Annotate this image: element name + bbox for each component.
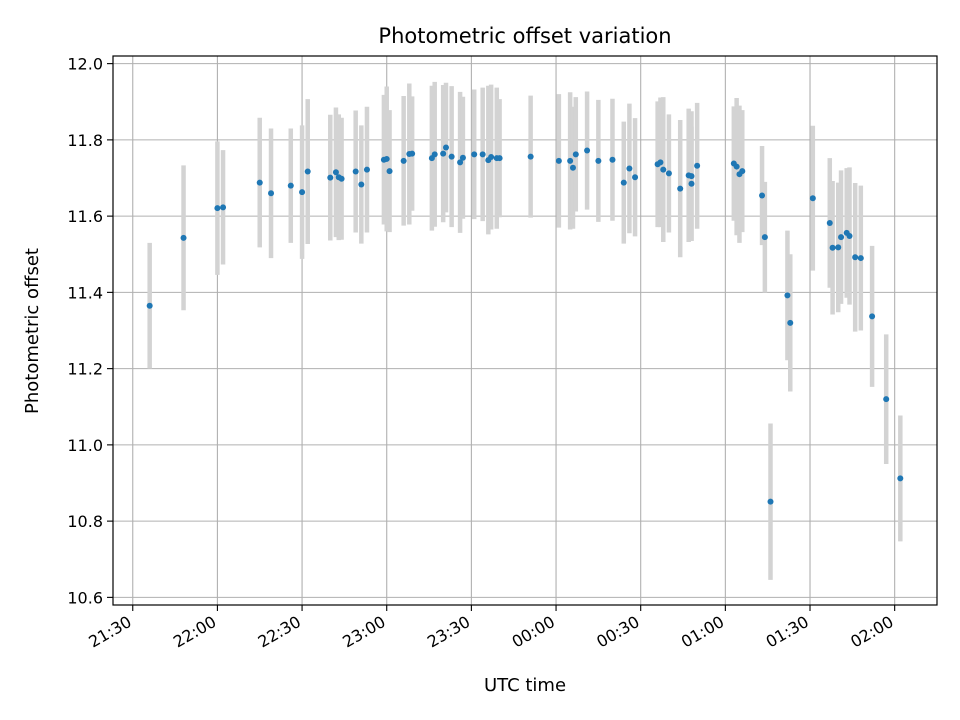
data-point <box>527 153 534 160</box>
data-point <box>657 159 664 166</box>
y-tick-label: 11.2 <box>67 360 103 379</box>
data-point <box>448 153 455 160</box>
data-point <box>759 192 766 199</box>
x-axis-title: UTC time <box>484 675 566 696</box>
data-point <box>784 292 791 299</box>
data-point <box>358 181 365 188</box>
data-point <box>857 255 864 262</box>
data-point <box>457 159 464 166</box>
data-point <box>327 174 334 181</box>
x-tick-label: 23:30 <box>424 612 473 652</box>
data-point <box>595 157 602 164</box>
data-point <box>852 254 859 261</box>
y-tick-label: 11.8 <box>67 131 103 150</box>
data-point <box>739 168 746 175</box>
data-point <box>383 155 390 162</box>
data-point <box>431 151 438 158</box>
y-axis-title: Photometric offset <box>22 248 43 414</box>
data-point <box>363 166 370 173</box>
y-tick-label: 11.6 <box>67 207 103 226</box>
data-point <box>846 232 853 239</box>
data-point <box>442 144 449 151</box>
data-point <box>733 163 740 170</box>
data-point <box>829 244 836 251</box>
x-axis-ticks: 21:30 22:00 22:30 23:00 23:30 00:00 00:30 01:00… <box>85 605 897 652</box>
data-point <box>761 234 768 241</box>
data-point <box>838 234 845 241</box>
data-point <box>626 165 633 172</box>
data-point <box>609 156 616 163</box>
y-tick-label: 11.0 <box>67 436 103 455</box>
data-point <box>694 162 701 169</box>
y-tick-label: 12.0 <box>67 55 103 74</box>
data-point <box>256 179 263 186</box>
x-tick-label: 01:00 <box>678 612 727 652</box>
data-point <box>338 175 345 182</box>
data-point <box>584 147 591 154</box>
error-bars <box>147 81 903 580</box>
y-tick-label: 10.8 <box>67 512 103 531</box>
x-tick-label: 23:00 <box>339 612 388 652</box>
data-point <box>180 234 187 241</box>
data-point <box>883 396 890 403</box>
data-point <box>665 170 672 177</box>
data-point <box>287 182 294 189</box>
data-point <box>400 157 407 164</box>
plot-area-frame <box>112 55 938 606</box>
data-point <box>809 195 816 202</box>
data-point <box>496 155 503 162</box>
data-point <box>835 244 842 251</box>
data-point <box>386 168 393 175</box>
data-point <box>869 313 876 320</box>
data-point <box>352 168 359 175</box>
data-points <box>146 144 904 505</box>
data-point <box>677 185 684 192</box>
data-point <box>569 164 576 171</box>
data-point <box>767 498 774 505</box>
data-point <box>488 154 495 161</box>
data-point <box>471 151 478 158</box>
data-point <box>459 154 466 161</box>
x-tick-label: 00:00 <box>509 612 558 652</box>
data-point <box>214 205 221 212</box>
data-point <box>440 150 447 157</box>
x-tick-label: 21:30 <box>85 612 134 652</box>
data-point <box>787 319 794 326</box>
y-tick-label: 11.4 <box>67 283 103 302</box>
data-point <box>897 475 904 482</box>
data-point <box>479 151 486 158</box>
data-point <box>688 180 695 187</box>
x-tick-label: 00:30 <box>593 612 642 652</box>
chart-title: Photometric offset variation <box>378 24 671 48</box>
data-point <box>620 179 627 186</box>
x-tick-label: 22:30 <box>255 612 304 652</box>
data-point <box>299 189 306 196</box>
x-tick-label: 01:30 <box>763 612 812 652</box>
data-point <box>332 169 339 176</box>
data-point <box>409 150 416 157</box>
data-point <box>660 166 667 173</box>
data-point <box>555 157 562 164</box>
data-point <box>304 168 311 175</box>
data-point <box>146 302 153 309</box>
y-axis-ticks: 10.6 10.8 11.0 11.2 11.4 11.6 11.8 12.0 <box>67 55 113 607</box>
data-point <box>567 157 574 164</box>
data-point <box>688 173 695 180</box>
data-point <box>268 190 275 197</box>
data-point <box>826 219 833 226</box>
x-tick-label: 22:00 <box>170 612 219 652</box>
data-point <box>632 174 639 181</box>
y-tick-label: 10.6 <box>67 588 103 607</box>
data-point <box>220 204 227 211</box>
data-point <box>572 151 579 158</box>
x-tick-label: 02:00 <box>847 612 896 652</box>
